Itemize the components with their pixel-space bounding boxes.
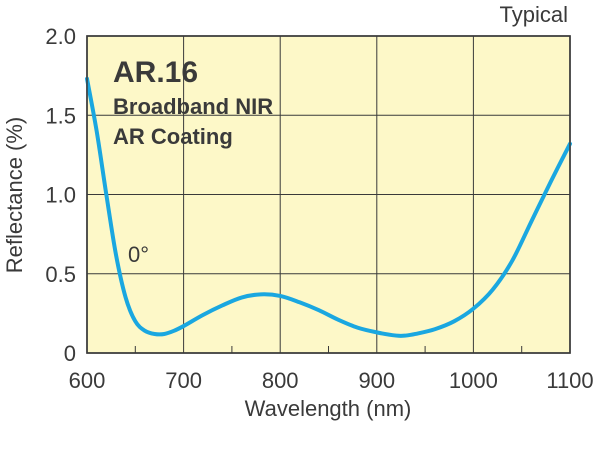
- chart-subtitle-line-2: AR Coating: [113, 124, 233, 149]
- corner-label: Typical: [500, 2, 568, 27]
- y-tick-label: 0: [64, 341, 76, 366]
- chart-title: AR.16: [113, 56, 198, 89]
- x-tick-label: 1100: [546, 368, 593, 393]
- x-axis-label: Wavelength (nm): [245, 396, 412, 421]
- chart-subtitle-line-1: Broadband NIR: [113, 94, 273, 119]
- x-tick-label: 600: [69, 368, 106, 393]
- plot-border: [86, 35, 571, 354]
- y-tick-label: 1.5: [45, 103, 76, 128]
- x-tick-label: 700: [165, 368, 202, 393]
- angle-annotation: 0°: [128, 242, 149, 267]
- x-tick-label: 800: [262, 368, 299, 393]
- x-tick-label: 900: [358, 368, 395, 393]
- y-tick-label: 0.5: [45, 262, 76, 287]
- y-tick-label: 2.0: [45, 24, 76, 49]
- series-line-0deg: [85, 76, 572, 338]
- y-axis-label: Reflectance (%): [2, 117, 27, 274]
- y-tick-label: 1.0: [45, 183, 76, 208]
- x-tick-label: 1000: [449, 368, 498, 393]
- tick-labels: 600 700 800 900 1000 1100 0 0.5 1.0 1.5 2.0: [45, 24, 593, 393]
